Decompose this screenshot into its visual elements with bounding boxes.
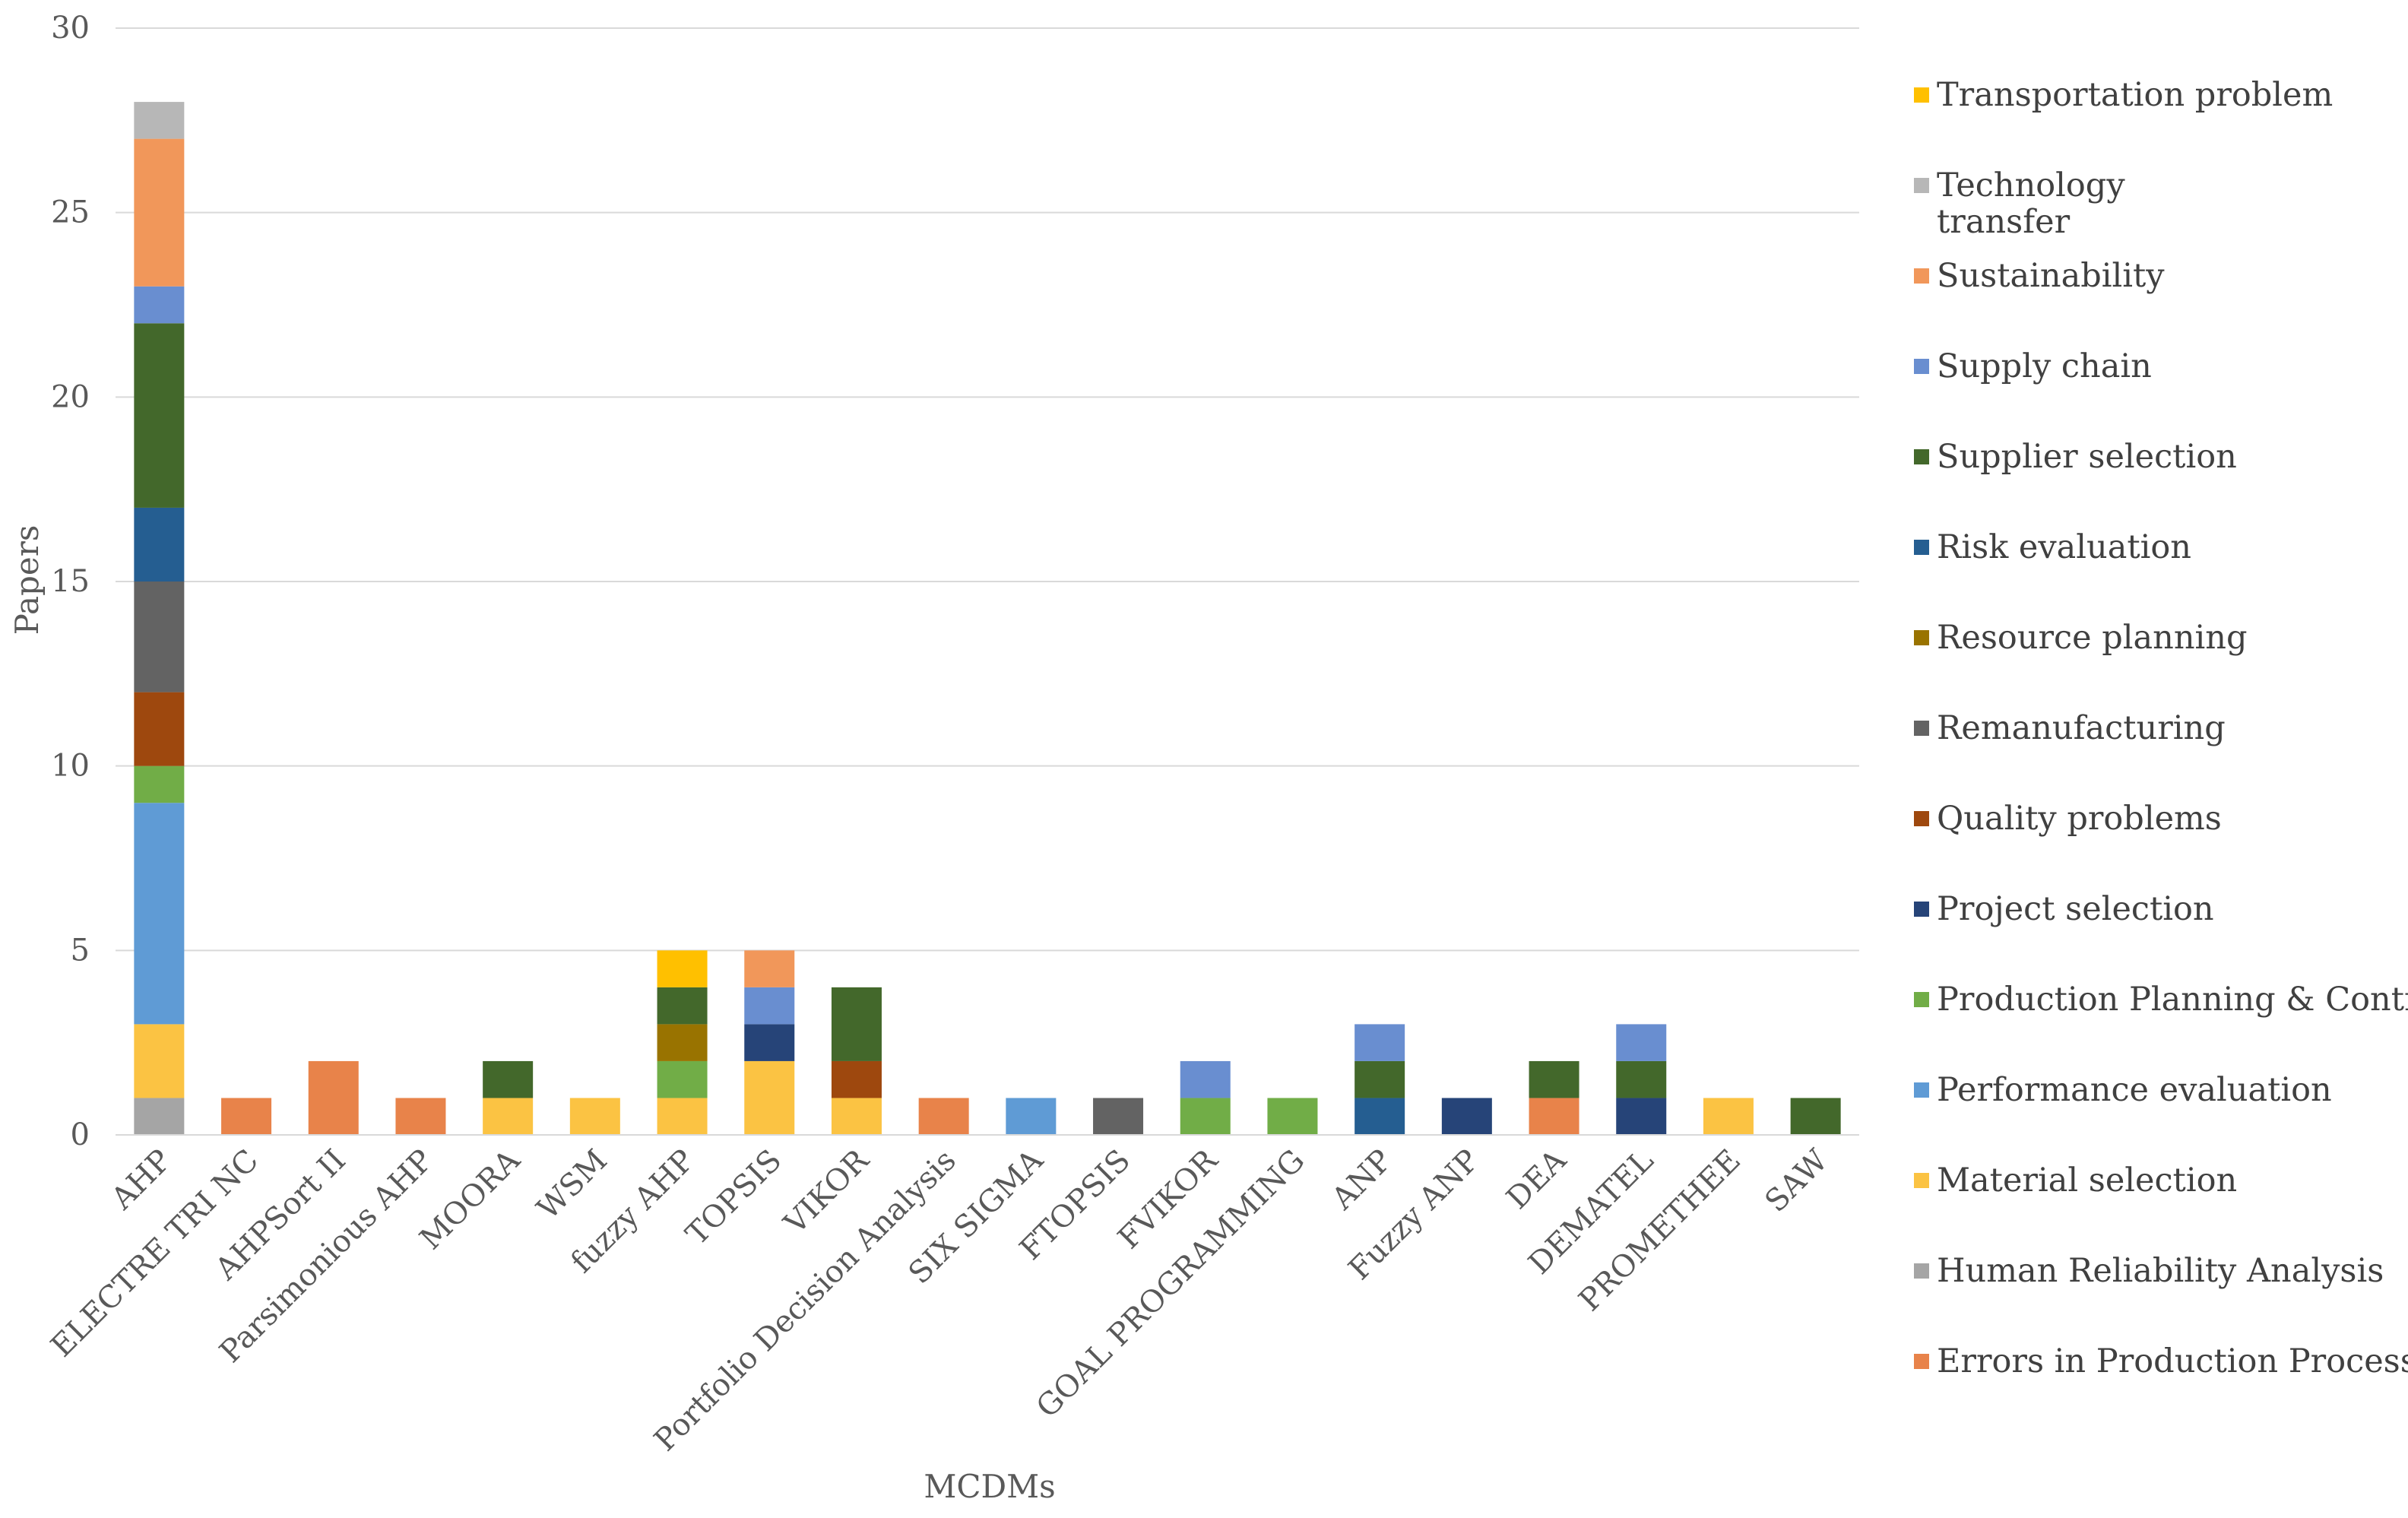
legend-label: Performance evaluation	[1937, 1071, 2332, 1109]
bar-segment	[134, 138, 185, 287]
bar-segment	[134, 102, 185, 139]
legend-label: Human Reliability Analysis	[1937, 1252, 2384, 1290]
legend-label: Risk evaluation	[1937, 528, 2191, 566]
legend: Transportation problem Technology transfer…	[1914, 76, 2408, 1380]
legend-label: Resource planning	[1937, 619, 2248, 657]
bar-segment	[1703, 1098, 1754, 1135]
legend-label: Production Planning & Control	[1937, 981, 2408, 1019]
bar-segment	[134, 765, 185, 803]
legend-label: Project selection	[1937, 890, 2214, 928]
bar-segment	[221, 1098, 272, 1135]
bar-segment	[1529, 1060, 1579, 1098]
y-tick-label: 25	[51, 195, 90, 230]
bar-segment	[657, 1024, 708, 1061]
x-axis-title: MCDMs	[924, 1468, 1055, 1505]
bar-segment	[1267, 1098, 1318, 1135]
bar-segment	[134, 323, 185, 508]
bar-segment	[831, 987, 882, 1061]
bar-segment	[657, 950, 708, 987]
legend-label: Supply chain	[1937, 347, 2152, 385]
legend-swatch	[1914, 992, 1929, 1007]
y-tick-label: 15	[51, 564, 90, 599]
legend-swatch	[1914, 721, 1929, 736]
bar-segment	[134, 692, 185, 766]
bar-segment	[1616, 1060, 1667, 1098]
legend-swatch	[1914, 902, 1929, 917]
y-tick-label: 30	[51, 11, 90, 46]
bar-segment	[1616, 1098, 1667, 1135]
legend-swatch	[1914, 630, 1929, 645]
legend-swatch	[1914, 540, 1929, 555]
bar-segment	[831, 1060, 882, 1098]
legend-swatch	[1914, 1354, 1929, 1369]
bar-segment	[395, 1098, 446, 1135]
legend-swatch	[1914, 1263, 1929, 1279]
bar-segment	[483, 1060, 534, 1098]
x-category-label: PROMETHEE	[1573, 1143, 1747, 1318]
bar-segment	[1180, 1060, 1231, 1098]
legend-swatch	[1914, 1082, 1929, 1098]
y-axis-ticks: 0 5 10 15 20 25 30	[51, 11, 90, 1152]
bar-segment	[744, 950, 795, 987]
bar-segment	[744, 987, 795, 1025]
bar-segment	[1006, 1098, 1057, 1135]
y-axis-title: Papers	[8, 525, 46, 635]
y-tick-label: 20	[51, 379, 90, 414]
bar-segment	[483, 1098, 534, 1135]
legend-label: Errors in Production Process	[1937, 1342, 2408, 1380]
bar-segment	[1354, 1024, 1405, 1061]
bar-segment	[1354, 1060, 1405, 1098]
x-category-label: AHP	[104, 1143, 178, 1217]
y-tick-label: 10	[51, 749, 90, 784]
bar-segment	[1529, 1098, 1579, 1135]
bar-segment	[657, 987, 708, 1025]
y-tick-label: 5	[71, 933, 90, 968]
gridlines	[116, 27, 1859, 952]
legend-label: Remanufacturing	[1937, 709, 2226, 747]
x-category-label: DEA	[1500, 1142, 1573, 1216]
legend-swatch	[1914, 811, 1929, 826]
bar-segment	[134, 507, 185, 582]
bar-segment	[657, 1098, 708, 1135]
x-category-label: ANP	[1325, 1143, 1399, 1217]
x-category-label: SAW	[1758, 1143, 1834, 1219]
bar-segment	[744, 1024, 795, 1061]
bar-segment	[744, 1060, 795, 1135]
legend-swatch	[1914, 87, 1929, 103]
bar-segment	[1441, 1098, 1492, 1135]
bar-segment	[134, 803, 185, 1025]
x-category-label: WSM	[531, 1143, 614, 1227]
x-category-label: TOPSIS	[680, 1143, 789, 1253]
bar-segment	[1093, 1098, 1144, 1135]
bar-segment	[134, 286, 185, 324]
bar-segment	[1616, 1024, 1667, 1061]
bar-segment	[657, 1060, 708, 1098]
legend-label: Transportation problem	[1937, 76, 2333, 114]
bar-segment	[1180, 1098, 1231, 1135]
legend-swatch	[1914, 268, 1929, 284]
bars	[134, 102, 1841, 1135]
legend-swatch	[1914, 359, 1929, 374]
y-tick-label: 0	[71, 1117, 90, 1152]
bar-segment	[1790, 1098, 1841, 1135]
legend-label: Supplier selection	[1937, 438, 2237, 476]
bar-segment	[134, 1024, 185, 1098]
legend-label: Technology transfer	[1937, 166, 2125, 241]
bar-segment	[134, 582, 185, 692]
legend-label: Quality problems	[1937, 800, 2222, 838]
bar-segment	[308, 1060, 359, 1135]
legend-label: Material selection	[1937, 1161, 2237, 1200]
legend-swatch	[1914, 449, 1929, 464]
bar-segment	[918, 1098, 969, 1135]
legend-swatch	[1914, 1173, 1929, 1188]
bar-segment	[134, 1098, 185, 1135]
legend-swatch	[1914, 178, 1929, 193]
bar-segment	[569, 1098, 620, 1135]
legend-label: Sustainability	[1937, 257, 2165, 295]
bar-segment	[1354, 1098, 1405, 1135]
bar-segment	[831, 1098, 882, 1135]
